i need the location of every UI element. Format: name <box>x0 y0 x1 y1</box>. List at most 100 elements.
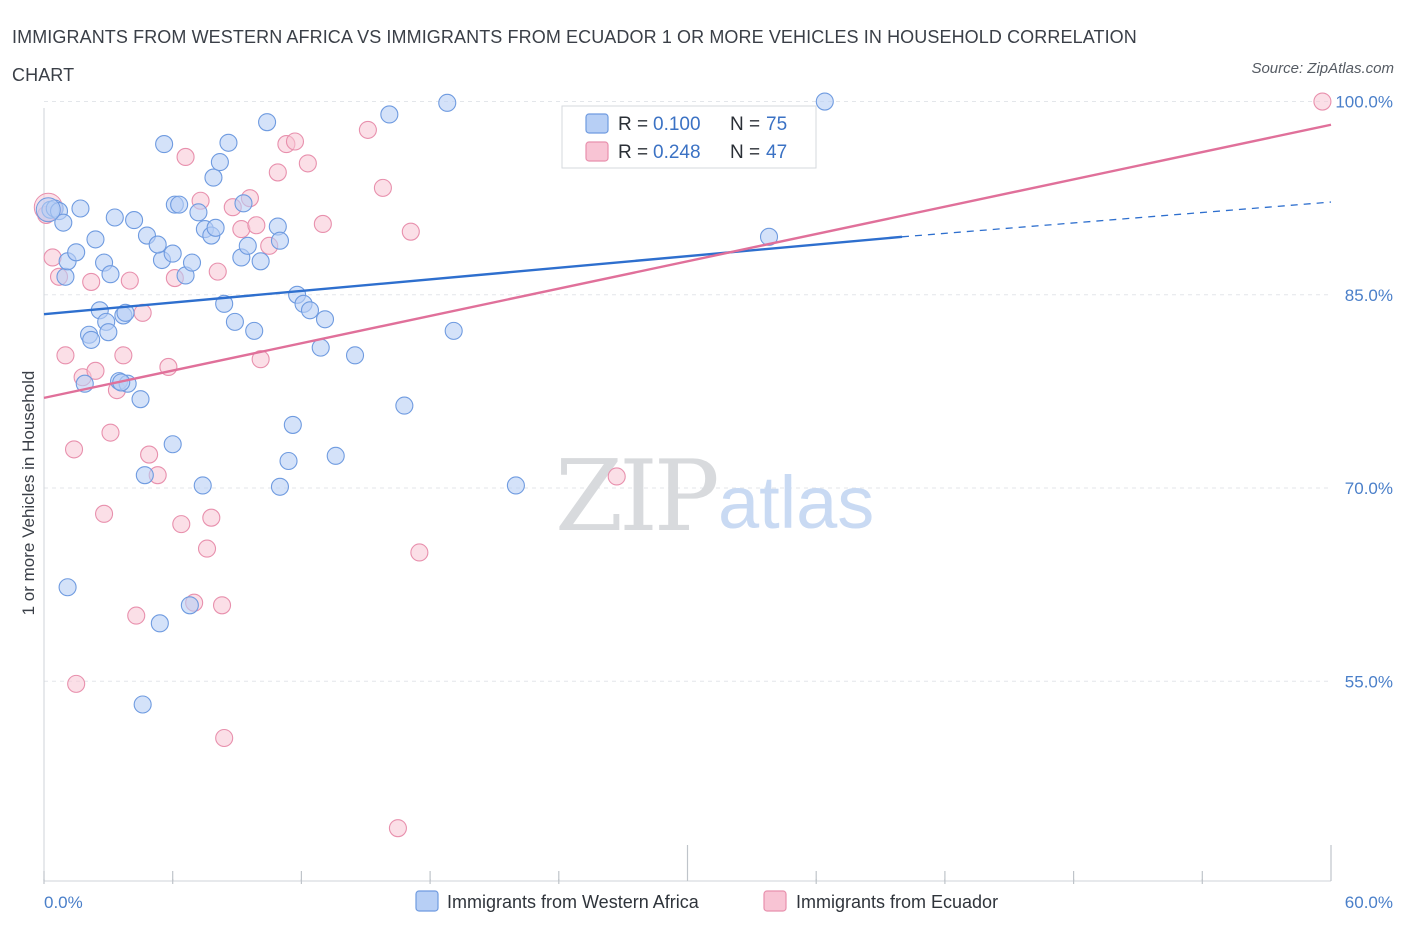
western-africa-point-36 <box>219 133 238 152</box>
western-africa-point-68 <box>193 476 212 495</box>
y-tick-label-2: 85.0% <box>1345 286 1393 305</box>
western-africa-point-74 <box>206 218 225 237</box>
western-africa-point-65 <box>58 578 77 597</box>
ecuador-point-41 <box>373 178 392 197</box>
bottom-legend: Immigrants from Western Africa Immigrant… <box>415 890 998 912</box>
bottom-legend-swatch-ecuador <box>763 890 787 912</box>
ecuador-point-9 <box>95 504 114 523</box>
western-africa-point-6 <box>67 243 86 262</box>
ecuador-point-8 <box>86 361 105 380</box>
legend-n-value-western-africa: 75 <box>766 114 787 135</box>
ecuador-point-10 <box>101 423 120 442</box>
ecuador-point-4 <box>64 440 84 459</box>
ecuador-point-42 <box>388 819 407 838</box>
western-africa-point-43 <box>258 113 277 132</box>
western-africa-point-58 <box>444 321 463 340</box>
ecuador-point-44 <box>410 543 429 562</box>
western-africa-point-27 <box>170 195 189 214</box>
ecuador-point-39 <box>313 214 332 233</box>
grid-lines <box>44 101 1331 682</box>
western-africa-point-56 <box>395 396 414 415</box>
legend-swatch-ecuador <box>585 141 609 162</box>
western-africa-point-47 <box>283 415 302 434</box>
ecuador-point-3 <box>56 346 75 365</box>
watermark-zip: ZIP <box>555 440 717 554</box>
ecuador-point-5 <box>67 674 86 693</box>
western-africa-point-14 <box>99 323 118 342</box>
western-africa-point-35 <box>215 294 234 313</box>
western-africa-point-54 <box>345 346 365 365</box>
western-africa-point-73 <box>148 235 167 254</box>
ecuador-point-13 <box>120 271 139 290</box>
ecuador-point-7 <box>82 272 101 291</box>
western-africa-point-39 <box>234 194 253 213</box>
western-africa-point-52 <box>315 310 335 329</box>
western-africa-point-7 <box>71 199 90 218</box>
ecuador-point-43 <box>401 222 420 241</box>
trend-lines <box>43 123 1332 400</box>
western-africa-point-24 <box>155 135 174 154</box>
western-africa-point-59 <box>506 476 525 495</box>
ecuador-point-45 <box>607 467 626 486</box>
western-africa-trend-line <box>43 235 903 316</box>
axes <box>43 108 1332 884</box>
western-africa-point-51 <box>311 338 330 357</box>
western-africa-point-62 <box>133 695 152 714</box>
watermark: ZIP atlas <box>555 440 874 554</box>
ecuador-point-14 <box>127 606 146 625</box>
western-africa-point-46 <box>279 451 298 471</box>
western-africa-point-15 <box>101 265 120 284</box>
bottom-legend-label-ecuador: Immigrants from Ecuador <box>796 892 998 912</box>
western-africa-cluster-point <box>35 197 61 223</box>
y-tick-label-3: 100.0% <box>1335 93 1393 112</box>
western-africa-point-33 <box>204 168 223 187</box>
western-africa-point-50 <box>300 301 320 320</box>
western-africa-point-25 <box>163 244 182 263</box>
western-africa-point-40 <box>238 236 257 255</box>
x-tick-label-1: 60.0% <box>1345 893 1393 912</box>
y-tick-label-0: 55.0% <box>1345 672 1393 691</box>
bottom-legend-swatch-western-africa <box>415 890 439 912</box>
western-africa-point-53 <box>326 446 345 465</box>
legend-n-value-ecuador: 47 <box>766 142 787 163</box>
western-africa-point-37 <box>225 312 244 331</box>
ecuador-point-35 <box>268 163 287 182</box>
ecuador-point-40 <box>358 120 377 139</box>
legend-r-label-1: R = <box>618 114 648 135</box>
western-africa-point-66 <box>135 466 154 485</box>
watermark-atlas: atlas <box>718 461 874 544</box>
western-africa-point-61 <box>815 92 834 111</box>
western-africa-point-30 <box>189 203 208 222</box>
western-africa-point-69 <box>270 477 290 496</box>
western-africa-point-21 <box>131 390 150 409</box>
western-africa-point-45 <box>270 231 290 250</box>
western-africa-point-72 <box>116 303 135 322</box>
western-africa-point-55 <box>380 105 399 124</box>
western-africa-point-16 <box>105 208 124 227</box>
ecuador-point-24 <box>197 539 217 558</box>
ecuador-point-25 <box>202 508 221 527</box>
western-africa-point-3 <box>54 213 73 232</box>
legend-n-label-1: N = <box>730 114 760 135</box>
western-africa-point-41 <box>245 321 264 340</box>
x-tick-label-0: 0.0% <box>44 893 83 912</box>
western-africa-point-57 <box>438 93 457 112</box>
ecuador-point-27 <box>212 596 232 615</box>
y-tick-label-1: 70.0% <box>1345 479 1393 498</box>
western-africa-point-63 <box>150 614 169 633</box>
western-africa-point-71 <box>82 330 101 349</box>
legend-swatch-western-africa <box>585 113 609 134</box>
western-africa-point-60 <box>759 227 779 246</box>
y-axis-title: 1 or more Vehicles in Household <box>19 371 38 616</box>
western-africa-point-29 <box>182 253 202 272</box>
western-africa-point-34 <box>210 153 229 172</box>
ecuador-point-37 <box>285 132 305 151</box>
ecuador-point-1 <box>43 248 62 267</box>
tick-labels: 55.0% 70.0% 85.0% 100.0% 0.0% 60.0% <box>44 93 1393 912</box>
legend-r-value-western-africa: 0.100 <box>653 114 701 135</box>
top-legend: R = 0.100 N = 75 R = 0.248 N = 47 <box>561 105 817 169</box>
ecuador-point-26 <box>208 262 227 281</box>
ecuador-point-20 <box>172 515 191 534</box>
ecuador-point-46 <box>1313 92 1332 111</box>
